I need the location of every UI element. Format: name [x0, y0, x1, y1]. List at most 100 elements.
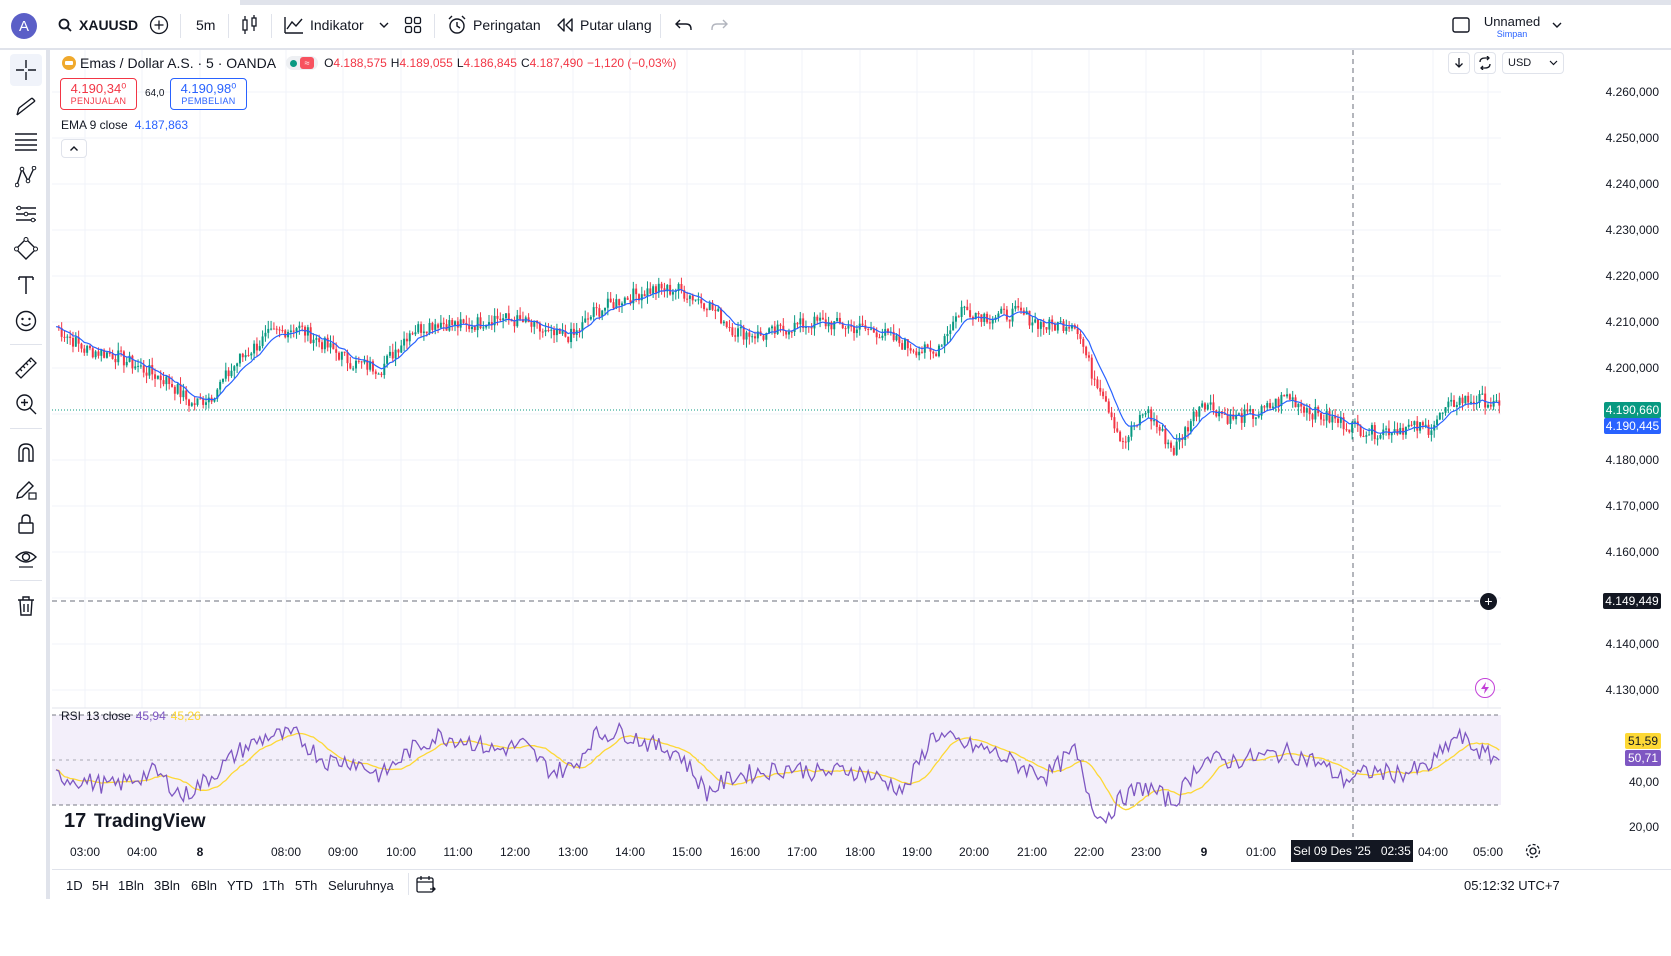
chart-type-button[interactable] — [241, 0, 259, 50]
candle-body — [700, 299, 703, 304]
undo-button[interactable] — [675, 0, 693, 50]
text-tool-button[interactable] — [10, 269, 42, 301]
candle-body — [244, 355, 247, 358]
shapes-tool-button[interactable] — [10, 233, 42, 265]
zoom-tool-button[interactable] — [10, 388, 42, 420]
indicator-templates-dropdown[interactable] — [378, 0, 390, 50]
price-axis[interactable]: 4.260,000 4.250,000 4.240,000 4.230,000 4.22… — [1475, 50, 1671, 837]
candle-body — [148, 364, 151, 376]
ema-value: 4.187,863 — [134, 118, 189, 132]
time-axis[interactable]: 03:00 04:00 8 08:00 09:00 10:00 11:00 12:00 13:0… — [52, 837, 1503, 867]
candle-body — [1099, 387, 1102, 392]
range-button-1bln[interactable]: 1Bln — [118, 878, 145, 893]
clock-timezone[interactable]: 05:12:32 UTC+7 — [1464, 878, 1560, 893]
redo-icon — [711, 19, 728, 30]
redo-button[interactable] — [710, 0, 728, 50]
candle-body — [1039, 321, 1042, 329]
crosshair-tool-button[interactable] — [10, 54, 42, 86]
candle-body — [431, 322, 434, 330]
rsi-line — [55, 721, 1500, 825]
candle-body — [261, 336, 264, 347]
range-button-5th[interactable]: 5Th — [295, 878, 318, 893]
hide-drawings-button[interactable] — [10, 542, 42, 574]
layouts-button[interactable] — [404, 0, 422, 50]
buy-price: 4.190,98⁰ — [180, 80, 237, 96]
range-button-1th[interactable]: 1Th — [262, 878, 285, 893]
emoji-tool-button[interactable] — [10, 305, 42, 337]
remove-drawings-button[interactable] — [10, 590, 42, 622]
stay-in-drawing-mode-button[interactable] — [10, 473, 42, 505]
candle-body — [137, 365, 140, 367]
scroll-to-latest-button[interactable] — [1448, 52, 1470, 74]
collapse-legend-button[interactable] — [61, 139, 87, 158]
currency-select[interactable]: USD — [1502, 52, 1564, 74]
trendline-tool-button[interactable] — [10, 90, 42, 122]
candle-body — [830, 322, 833, 330]
range-button-1d[interactable]: 1D — [66, 878, 83, 893]
candle-body — [1048, 319, 1051, 330]
ema-legend[interactable]: EMA 9 close 4.187,863 — [61, 118, 188, 132]
range-button-ytd[interactable]: YTD — [227, 878, 253, 893]
candle-body — [1407, 424, 1410, 427]
candle-body — [479, 317, 482, 329]
candle-body — [451, 320, 454, 326]
range-button-5h[interactable]: 5H — [92, 878, 109, 893]
close-value: 4.187,490 — [529, 56, 583, 70]
interval-button[interactable]: 5m — [196, 0, 215, 50]
chart-settings-button[interactable] — [1524, 842, 1542, 865]
add-alert-plus-icon[interactable]: + — [1480, 593, 1497, 610]
compare-symbol-button[interactable] — [149, 0, 169, 50]
range-button-3bln[interactable]: 3Bln — [154, 878, 181, 893]
go-to-date-button[interactable] — [416, 875, 436, 898]
chevron-up-icon — [70, 146, 78, 151]
market-status-badge[interactable]: ≈ — [286, 56, 319, 70]
range-button-6bln[interactable]: 6Bln — [191, 878, 218, 893]
crosshair-icon — [16, 60, 36, 80]
candle-body — [943, 336, 946, 346]
price-axis-label: 4.230,000 — [1605, 223, 1659, 237]
alerts-button[interactable]: Peringatan — [447, 0, 541, 50]
candle-body — [1271, 406, 1274, 408]
layout-menu-dropdown[interactable] — [1551, 0, 1563, 50]
candle-body — [918, 351, 921, 356]
rsi-legend[interactable]: RSI 13 close 45,94 45,26 — [61, 709, 201, 723]
candle-body — [1161, 428, 1164, 431]
sell-button[interactable]: 4.190,34⁰ PENJUALAN — [60, 78, 137, 110]
range-button-seluruhnya[interactable]: Seluruhnya — [328, 878, 394, 893]
fib-tool-button[interactable] — [10, 126, 42, 158]
candle-body — [1286, 394, 1289, 397]
candle-body — [329, 343, 332, 348]
layout-name-button[interactable]: Unnamed Simpan — [1480, 14, 1544, 40]
ruler-tool-button[interactable] — [10, 352, 42, 384]
indicators-button[interactable]: Indikator — [284, 0, 364, 50]
candle-body — [193, 403, 196, 405]
replay-button[interactable]: Putar ulang — [556, 0, 652, 50]
main-chart[interactable]: 17 TradingView — [52, 50, 1501, 837]
drawing-toolbar — [0, 50, 50, 956]
user-avatar[interactable]: A — [11, 13, 37, 39]
candle-body — [1455, 404, 1458, 407]
candle-body — [904, 339, 906, 350]
candle-body — [1379, 435, 1382, 439]
fullscreen-button[interactable] — [1452, 0, 1470, 50]
candle-body — [1461, 397, 1464, 404]
chevron-down-icon — [379, 22, 389, 28]
buy-button[interactable]: 4.190,98⁰ PEMBELIAN — [170, 78, 247, 110]
candle-body — [680, 283, 683, 291]
undo-icon — [675, 19, 692, 30]
magnet-tool-button[interactable] — [10, 436, 42, 468]
lightning-alert-icon[interactable] — [1475, 678, 1495, 698]
candle-body — [459, 319, 462, 328]
prediction-tool-button[interactable] — [10, 198, 42, 230]
auto-scale-button[interactable] — [1474, 52, 1496, 74]
time-axis-label: 23:00 — [1130, 845, 1162, 859]
candle-body — [728, 326, 731, 328]
tradingview-watermark: 17 TradingView — [64, 810, 206, 832]
candle-body — [346, 352, 349, 364]
lock-drawings-button[interactable] — [10, 508, 42, 540]
symbol-search-button[interactable]: XAUUSD — [58, 0, 138, 50]
candle-body — [391, 351, 394, 359]
instrument-title[interactable]: Emas / Dollar A.S. · 5 · OANDA — [80, 55, 277, 71]
candle-body — [185, 390, 188, 400]
pattern-tool-button[interactable] — [10, 161, 42, 193]
